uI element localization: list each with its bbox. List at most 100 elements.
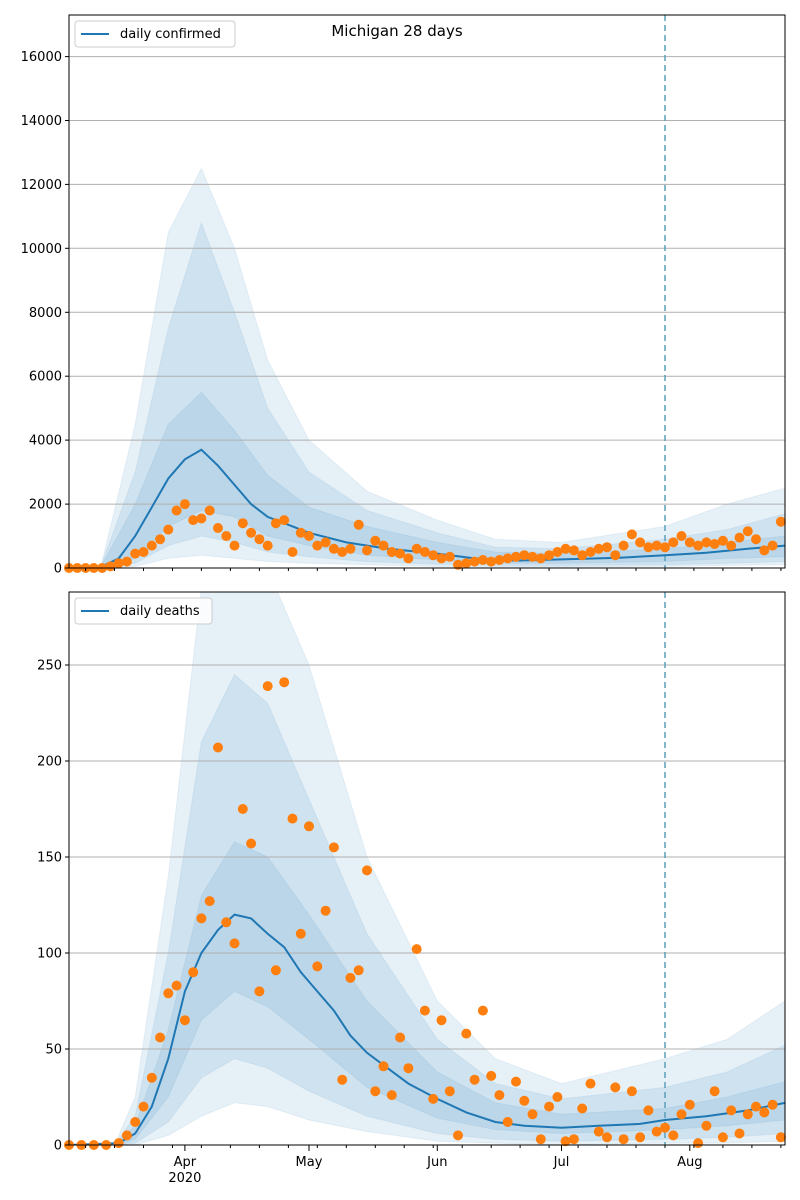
data-point	[717, 1132, 728, 1143]
data-point	[337, 547, 348, 557]
data-point	[461, 558, 472, 569]
data-point	[105, 561, 116, 572]
data-point	[246, 838, 257, 849]
data-point	[486, 556, 497, 567]
data-point	[453, 559, 463, 570]
data-point	[618, 540, 629, 551]
data-point	[395, 548, 406, 559]
data-point	[577, 1103, 588, 1114]
data-point	[328, 543, 339, 554]
y-tick-label: 6000	[29, 370, 62, 385]
y-tick-label: 150	[37, 851, 62, 866]
data-point	[618, 1134, 629, 1145]
data-point	[585, 547, 596, 557]
data-point	[378, 540, 389, 551]
x-tick-label: Jul	[553, 1155, 570, 1170]
data-point	[734, 1128, 745, 1139]
y-tick-label: 100	[37, 947, 62, 962]
y-tick-label: 200	[37, 755, 62, 770]
data-point	[378, 1061, 389, 1072]
data-point	[717, 535, 728, 546]
uncertainty-band-1	[118, 840, 785, 1145]
data-point	[585, 1078, 596, 1089]
axes-frame	[68, 14, 786, 569]
data-point	[775, 516, 786, 527]
data-point	[568, 1134, 579, 1145]
data-point	[353, 519, 364, 530]
legend: daily deaths	[74, 597, 213, 625]
data-point	[295, 928, 306, 939]
legend: daily confirmed	[74, 20, 236, 48]
data-point	[502, 553, 513, 564]
data-point	[568, 545, 579, 556]
y-tick-label: 0	[54, 1139, 62, 1154]
data-point	[138, 1101, 149, 1112]
data-point	[701, 537, 712, 548]
data-point	[146, 1072, 157, 1083]
data-point	[262, 681, 273, 692]
x-tick-label: May	[296, 1155, 323, 1170]
data-point	[444, 551, 455, 562]
data-point	[751, 534, 761, 545]
data-point	[651, 540, 662, 551]
data-point	[535, 1134, 546, 1145]
data-point	[237, 804, 248, 814]
data-point	[370, 1086, 381, 1097]
data-point	[246, 527, 257, 538]
data-point	[560, 543, 571, 554]
y-tick-label: 0	[54, 562, 62, 577]
data-point	[544, 1101, 555, 1112]
data-point	[320, 537, 331, 548]
y-axis-ticks: 0 50 100 150 200 250	[37, 659, 69, 1154]
data-point	[370, 535, 381, 546]
x-tick-label: Aug	[677, 1155, 702, 1170]
uncertainty-band-3	[101, 167, 785, 568]
data-point	[477, 1005, 488, 1016]
legend-box	[74, 20, 236, 48]
data-point	[693, 1138, 704, 1149]
observed-deaths-points	[64, 677, 786, 1150]
data-point	[477, 555, 488, 565]
legend-box	[74, 597, 213, 625]
data-point	[527, 551, 538, 562]
data-point	[196, 513, 207, 524]
data-point	[221, 531, 232, 541]
data-point	[279, 515, 290, 526]
data-point	[221, 917, 232, 928]
data-point	[767, 540, 778, 551]
data-point	[362, 865, 372, 876]
confirmed-chart-panel: 0 2000 4000 6000 8000 10000 12000 14000 16000 Mi…	[21, 14, 786, 577]
data-point	[237, 518, 248, 529]
y-tick-label: 16000	[21, 50, 62, 65]
data-point	[693, 540, 704, 551]
data-point	[337, 1074, 348, 1085]
data-point	[635, 537, 646, 548]
data-point	[759, 1107, 770, 1118]
data-point	[726, 1105, 737, 1116]
data-point	[213, 742, 223, 753]
y-tick-label: 10000	[21, 242, 62, 257]
data-point	[411, 543, 422, 554]
y-tick-label: 8000	[29, 306, 62, 321]
data-point	[163, 524, 174, 535]
data-point	[709, 1086, 720, 1097]
data-point	[386, 1090, 397, 1101]
data-point	[602, 1132, 612, 1143]
data-point	[188, 967, 199, 978]
data-point	[535, 553, 546, 564]
data-point	[676, 1109, 687, 1120]
data-point	[386, 547, 397, 557]
data-point	[527, 1109, 538, 1120]
y-tick-label: 250	[37, 659, 62, 674]
data-point	[544, 550, 555, 561]
data-point	[461, 1028, 472, 1039]
data-point	[643, 542, 654, 553]
data-point	[304, 821, 314, 832]
data-point	[428, 1093, 439, 1104]
data-point	[279, 677, 290, 688]
data-point	[419, 547, 430, 557]
data-point	[270, 965, 281, 976]
data-point	[643, 1105, 654, 1116]
data-point	[312, 961, 323, 972]
